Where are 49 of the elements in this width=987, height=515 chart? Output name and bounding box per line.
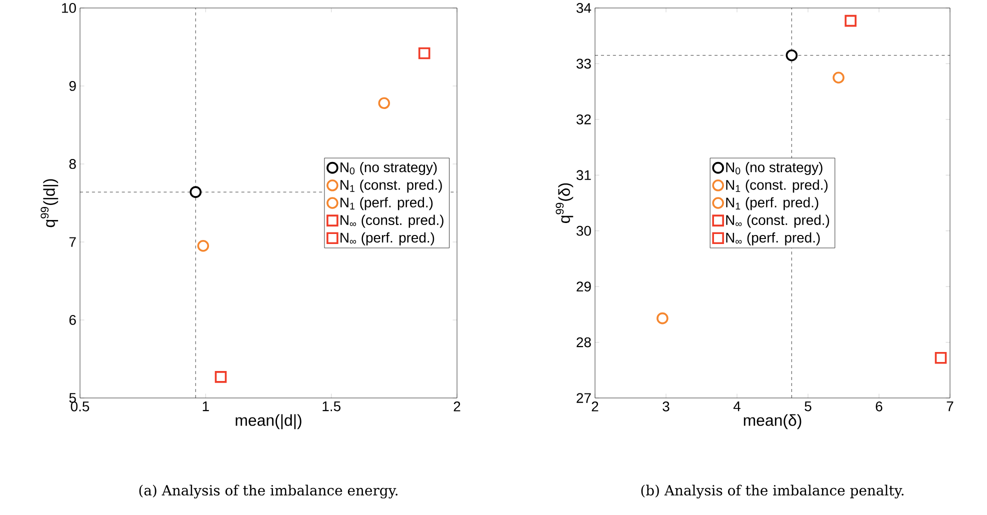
y-tick-label: 29 <box>576 282 591 292</box>
x-tick-label: 1.5 <box>322 402 340 412</box>
legend-label: N$_{1}$ (perf. pred.) <box>726 197 818 210</box>
x-tick-label: 2 <box>592 401 598 412</box>
y-axis-title: q$^{99}$(|d|) <box>40 179 58 228</box>
y-tick-label: 27 <box>576 393 591 403</box>
y-tick-label: 8 <box>69 159 76 169</box>
x-tick-label: 4 <box>733 402 740 412</box>
x-axis-title: mean(δ) <box>744 414 802 430</box>
legend-label: N$_{0}$ (no strategy) <box>726 162 822 176</box>
x-tick-label: 3 <box>662 401 670 412</box>
y-tick-label: 28 <box>576 337 591 348</box>
x-tick-label: 5 <box>804 402 812 412</box>
point <box>832 72 844 84</box>
legend-label: N$_{1}$ (const. pred.) <box>340 180 442 193</box>
y-tick-label: 33 <box>576 58 591 69</box>
legend-label: N$_{1}$ (perf. pred.) <box>340 197 433 210</box>
x-tick-label: 2 <box>454 401 460 412</box>
legend-label: N$_{0}$ (no strategy) <box>340 162 437 176</box>
point <box>214 371 227 383</box>
y-tick-label: 9 <box>69 81 76 91</box>
y-tick-label: 6 <box>69 315 76 325</box>
text: (a) Analysis of the imbalance energy. <box>139 484 398 498</box>
x-axis-title: mean(|d|) <box>236 414 302 430</box>
point <box>190 186 202 198</box>
legend-label: N$_{∞}$ (perf. pred.) <box>726 232 820 246</box>
y-tick-label: 34 <box>576 3 592 13</box>
legend-label: N$_{∞}$ (const. pred.) <box>726 214 830 228</box>
y-tick-label: 30 <box>576 226 591 236</box>
y-tick-label: 7 <box>69 237 76 247</box>
legend-label: N$_{1}$ (const. pred.) <box>726 180 828 193</box>
text: (b) Analysis of the imbalance penalty. <box>641 484 904 498</box>
y-axis-title: q$^{99}$(δ) <box>556 183 574 223</box>
point <box>378 97 390 110</box>
y-tick-label: 10 <box>62 3 76 13</box>
point <box>418 47 430 60</box>
x-tick-label: 6 <box>876 401 882 412</box>
x-tick-label: 0.5 <box>70 401 90 412</box>
point <box>934 352 947 364</box>
y-tick-label: 32 <box>576 114 591 124</box>
point <box>656 312 668 324</box>
x-tick-label: 7 <box>946 402 954 412</box>
legend-label: N$_{∞}$ (const. pred.) <box>340 214 444 228</box>
y-tick-label: 31 <box>576 170 591 180</box>
point <box>197 240 210 252</box>
point <box>844 14 857 27</box>
legend-label: N$_{∞}$ (perf. pred.) <box>340 232 434 246</box>
point <box>786 49 798 62</box>
x-tick-label: 1 <box>202 402 209 412</box>
